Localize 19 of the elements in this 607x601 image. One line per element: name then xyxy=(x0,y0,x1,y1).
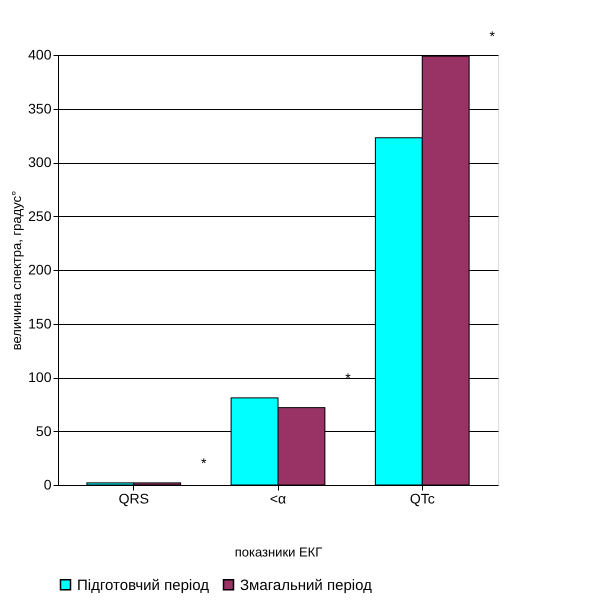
y-axis-title: величина спектра, градус° xyxy=(9,190,24,350)
y-tick-label: 300 xyxy=(28,154,52,170)
y-tick-label: 350 xyxy=(28,100,52,116)
x-tick-label: QTc xyxy=(410,490,435,506)
y-tick-label: 400 xyxy=(28,46,52,62)
text: * xyxy=(490,28,496,44)
legend-label: Змагальний період xyxy=(240,576,372,594)
annotation: * xyxy=(345,370,352,386)
y-tick-label: 0 xyxy=(44,476,52,492)
y-tick-label: 200 xyxy=(28,262,52,278)
x-axis-title: показники ЕКГ xyxy=(234,544,322,560)
x-tick-label: <α xyxy=(270,490,286,506)
y-tick-label: 50 xyxy=(36,422,52,439)
y-tick-label: 100 xyxy=(28,369,52,385)
x-tick-label: QRS xyxy=(118,490,149,506)
y-tick-label: 250 xyxy=(28,208,52,224)
annotation: * xyxy=(201,454,208,471)
legend-label: Підготовчий період xyxy=(77,576,210,594)
y-tick-label: 150 xyxy=(28,315,52,332)
